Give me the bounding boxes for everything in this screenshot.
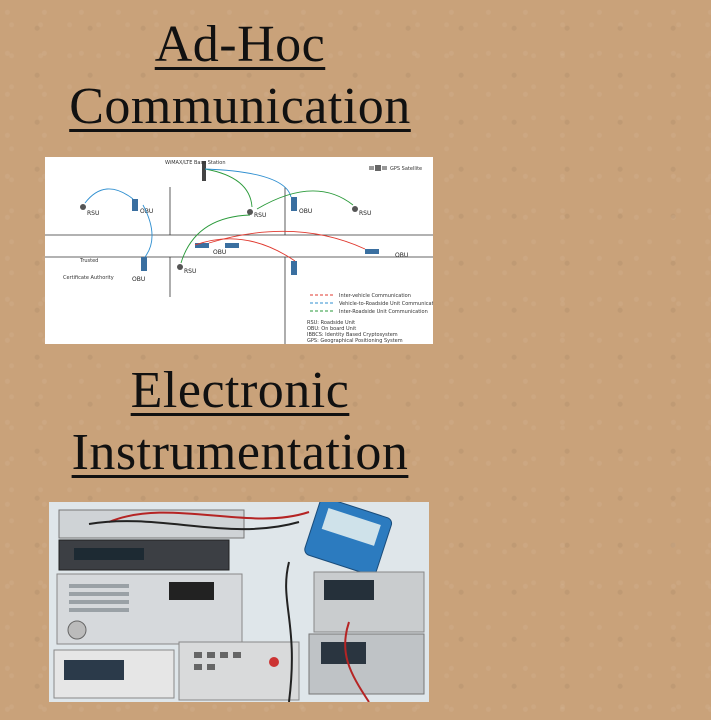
title-line: Instrumentation — [71, 424, 409, 481]
obu-label: OBU — [213, 249, 226, 256]
ta-top-label: Trusted — [79, 258, 98, 264]
ta-label: Certificate Authority — [63, 275, 114, 281]
vanet-diagram: WiMAX/LTE Base Station GPS Satellite RSU… — [45, 160, 433, 344]
obu-label: OBU — [299, 208, 312, 215]
obu-label: OBU — [395, 252, 408, 259]
gps-satellite-icon — [369, 165, 387, 171]
rsu-label: RSU — [254, 212, 266, 219]
section-title-adhoc: Ad-Hoc Communication — [0, 14, 480, 138]
abbrev-item: IBBCS: Identity Based Cryptosystem — [307, 332, 398, 338]
base-station-label: WiMAX/LTE Base Station — [165, 160, 226, 166]
rsu-label: RSU — [184, 268, 196, 275]
title-line: Communication — [69, 78, 411, 135]
rsu-label: RSU — [87, 210, 99, 217]
abbrev-item: RSU: Roadside Unit — [307, 320, 355, 326]
legend-item: Inter-vehicle Communication — [339, 293, 411, 299]
instruments-photo — [49, 502, 429, 702]
base-station-tower — [202, 161, 206, 181]
obu-label: OBU — [132, 276, 145, 283]
title-line: Electronic — [130, 362, 350, 419]
vanet-diagram-image: WiMAX/LTE Base Station GPS Satellite RSU… — [45, 157, 433, 344]
title-line: Ad-Hoc — [154, 16, 326, 73]
instruments-illustration — [49, 502, 429, 702]
section-title-electronic: Electronic Instrumentation — [0, 360, 480, 484]
rsu-label: RSU — [359, 210, 371, 217]
abbrev-item: GPS: Geographical Positioning System — [307, 338, 403, 344]
legend-item: Inter-Roadside Unit Communication — [339, 309, 428, 315]
abbrev-item: OBU: On board Unit — [307, 326, 356, 332]
gps-label: GPS Satellite — [390, 166, 422, 172]
legend-item: Vehicle-to-Roadside Unit Communication — [339, 301, 433, 307]
